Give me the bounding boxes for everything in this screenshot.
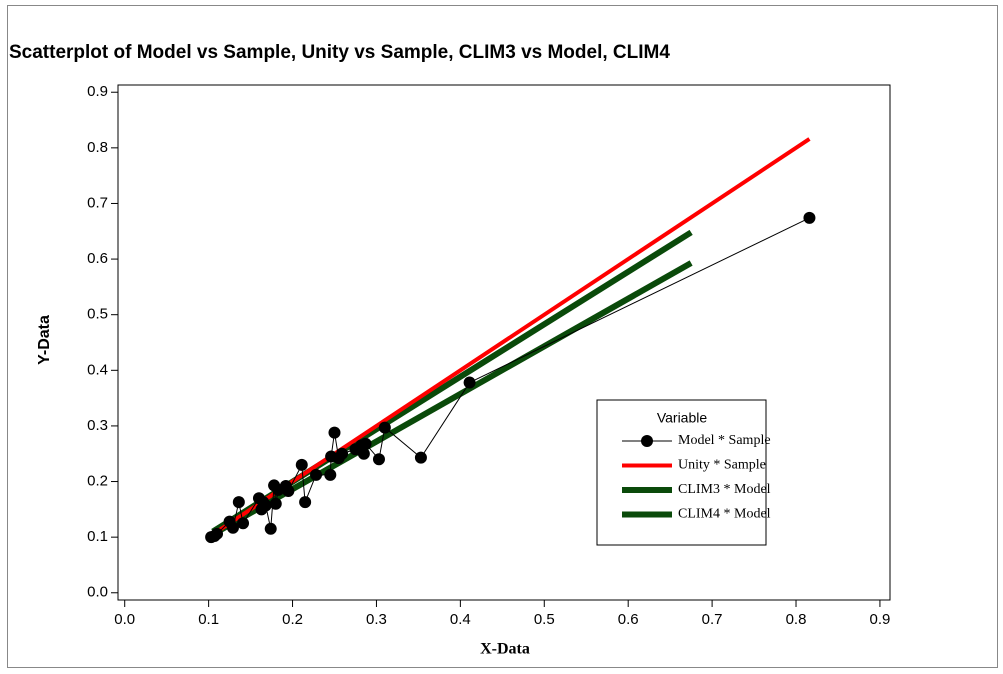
x-tick-label: 0.8	[786, 611, 807, 628]
plot-area	[117, 84, 891, 601]
legend-label: CLIM3 * Model	[678, 482, 771, 497]
x-tick-label: 0.1	[198, 611, 219, 628]
y-tick-label: 0.7	[87, 194, 108, 211]
point	[269, 497, 282, 510]
y-tick-label: 0.6	[87, 250, 108, 267]
x-tick-label: 0.0	[114, 611, 135, 628]
legend-label: Unity * Sample	[678, 458, 766, 473]
point	[328, 426, 341, 439]
legend	[596, 399, 767, 546]
point	[237, 517, 250, 530]
point	[463, 376, 476, 389]
x-tick-label: 0.3	[366, 611, 387, 628]
point	[295, 458, 308, 471]
x-axis-label: X-Data	[480, 641, 530, 658]
point	[310, 468, 323, 481]
point	[372, 453, 385, 466]
point	[226, 521, 239, 534]
legend-title: Variable	[657, 410, 708, 426]
y-tick-label: 0.8	[87, 139, 108, 156]
point	[299, 496, 312, 509]
y-tick-label: 0.3	[87, 417, 108, 434]
legend-label: CLIM4 * Model	[678, 507, 771, 522]
y-tick-label: 0.4	[87, 361, 108, 378]
point	[803, 211, 816, 224]
x-tick-label: 0.5	[534, 611, 555, 628]
point	[324, 468, 337, 481]
legend-marker	[641, 435, 653, 447]
x-tick-label: 0.2	[282, 611, 303, 628]
x-tick-label: 0.7	[702, 611, 723, 628]
y-tick-label: 0.1	[87, 528, 108, 545]
y-tick-label: 0.2	[87, 473, 108, 490]
y-tick-label: 0.9	[87, 83, 108, 100]
y-tick-label: 0.0	[87, 584, 108, 601]
chart-title: Scatterplot of Model vs Sample, Unity vs…	[9, 42, 670, 63]
y-tick-label: 0.5	[87, 306, 108, 323]
point	[357, 447, 370, 460]
point	[282, 484, 295, 497]
x-tick-label: 0.4	[450, 611, 471, 628]
point	[414, 451, 427, 464]
legend-label: Model * Sample	[678, 433, 771, 448]
point	[378, 421, 391, 434]
y-axis-label: Y-Data	[36, 315, 53, 365]
point	[259, 499, 272, 512]
point	[211, 527, 224, 540]
point	[264, 522, 277, 535]
frame	[7, 5, 998, 668]
x-tick-label: 0.9	[870, 611, 891, 628]
x-tick-label: 0.6	[618, 611, 639, 628]
series-line	[210, 137, 811, 538]
point	[359, 437, 372, 450]
point	[336, 447, 349, 460]
point	[232, 496, 245, 509]
